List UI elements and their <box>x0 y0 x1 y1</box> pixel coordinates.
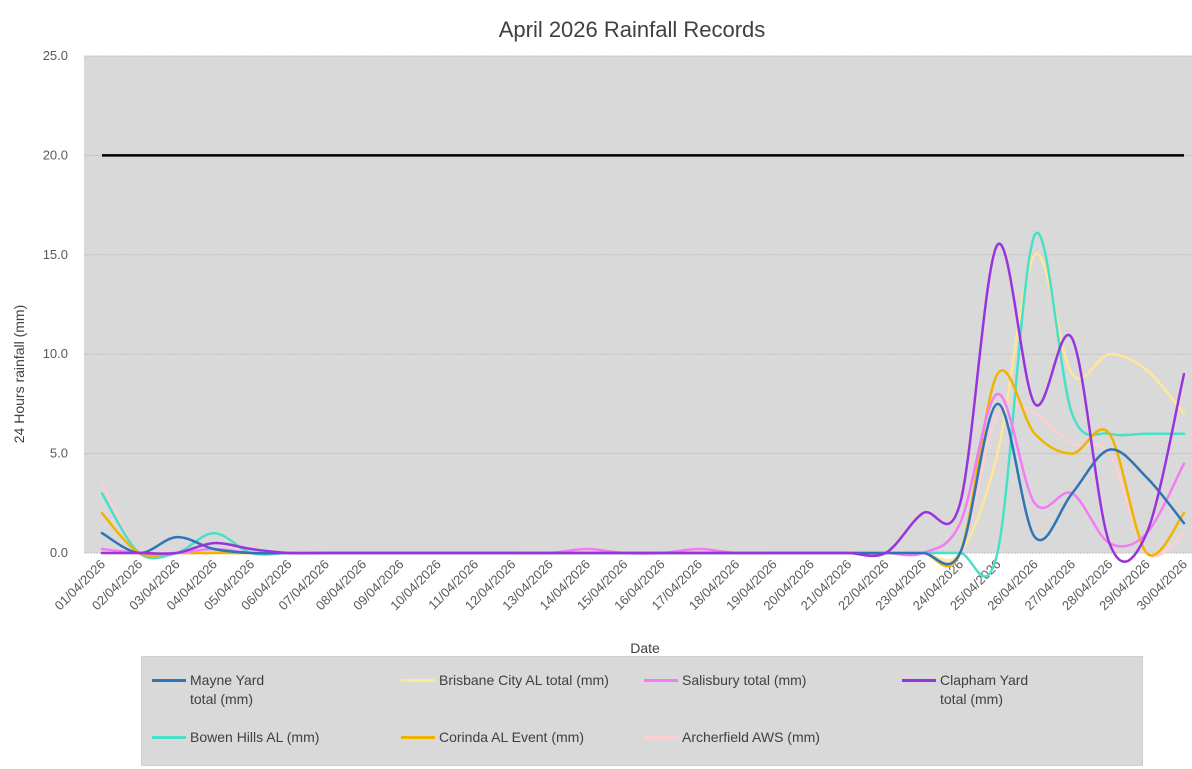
y-tick-label: 25.0 <box>43 48 68 63</box>
x-axis-label: Date <box>630 640 660 656</box>
legend-label-line: Clapham Yard <box>940 672 1029 688</box>
legend-label: Salisbury total (mm) <box>682 671 806 690</box>
y-tick-label: 10.0 <box>43 346 68 361</box>
legend-item: Archerfield AWS (mm) <box>644 728 820 747</box>
legend-label-line: total (mm) <box>940 691 1003 707</box>
legend-swatch <box>152 679 186 682</box>
legend-swatch <box>902 679 936 682</box>
legend-label-line: Salisbury total (mm) <box>682 672 807 688</box>
chart-title: April 2026 Rainfall Records <box>499 17 766 42</box>
legend-item: Corinda AL Event (mm) <box>401 728 584 747</box>
y-tick-label: 20.0 <box>43 147 68 162</box>
legend-swatch <box>644 736 678 739</box>
y-tick-label: 0.0 <box>50 545 68 560</box>
legend-label-line: Brisbane City AL total (mm) <box>439 672 609 688</box>
legend-label: Archerfield AWS (mm) <box>682 728 820 747</box>
y-tick-label: 5.0 <box>50 446 68 461</box>
legend-label-line: Archerfield AWS (mm) <box>682 729 820 745</box>
series-line-clapham-yard-total-mm <box>100 242 1186 563</box>
legend: Mayne Yard total (mm) Brisbane City AL tot… <box>141 656 1143 766</box>
legend-item: Salisbury total (mm) <box>644 671 806 690</box>
legend-item: Brisbane City AL total (mm) <box>401 671 609 690</box>
legend-label: Corinda AL Event (mm) <box>439 728 584 747</box>
legend-label: Bowen Hills AL (mm) <box>190 728 319 747</box>
legend-label-line: Mayne Yard <box>190 672 265 688</box>
legend-swatch <box>644 679 678 682</box>
legend-item: Bowen Hills AL (mm) <box>152 728 319 747</box>
y-axis-label: 24 Hours rainfall (mm) <box>11 305 27 443</box>
legend-swatch <box>152 736 186 739</box>
y-tick-label: 15.0 <box>43 247 68 262</box>
legend-label-line: total (mm) <box>190 691 253 707</box>
legend-item: Clapham Yard total (mm) <box>902 671 1028 709</box>
legend-label: Clapham Yard total (mm) <box>940 671 1028 709</box>
legend-item: Mayne Yard total (mm) <box>152 671 264 709</box>
legend-label-line: Bowen Hills AL (mm) <box>190 729 320 745</box>
legend-label-line: Corinda AL Event (mm) <box>439 729 584 745</box>
legend-swatch <box>401 736 435 739</box>
legend-label: Brisbane City AL total (mm) <box>439 671 609 690</box>
legend-label: Mayne Yard total (mm) <box>190 671 264 709</box>
legend-swatch <box>401 679 435 682</box>
